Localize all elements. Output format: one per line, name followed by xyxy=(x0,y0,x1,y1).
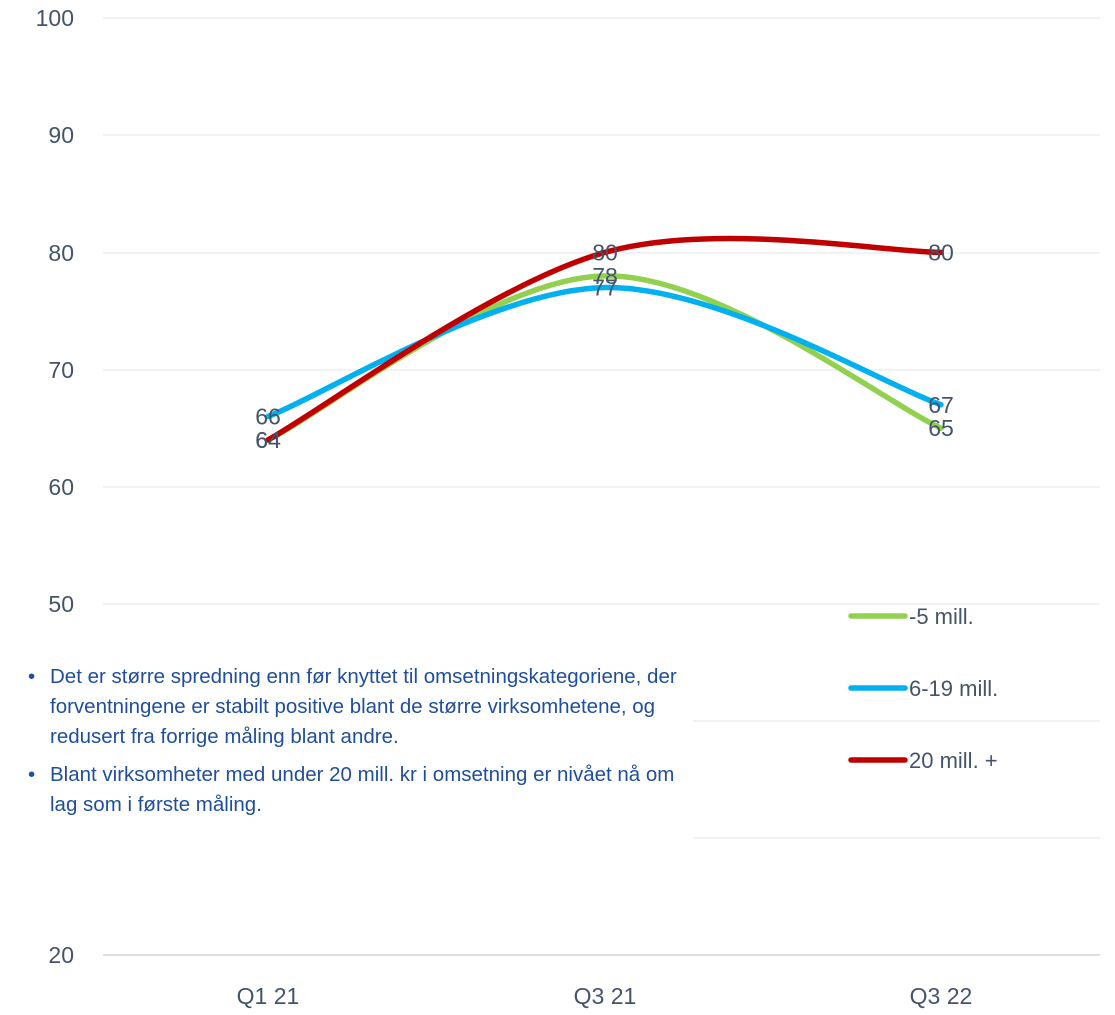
data-label: 67 xyxy=(928,392,954,418)
x-tick-label: Q1 21 xyxy=(237,983,300,1009)
y-axis-tick-labels: 100 90 80 70 60 50 20 xyxy=(36,5,74,968)
note-text: Det er større spredning enn før knyttet … xyxy=(50,665,677,748)
y-tick-50: 50 xyxy=(48,591,74,617)
y-tick-70: 70 xyxy=(48,357,74,383)
data-label: 65 xyxy=(928,415,954,441)
y-tick-60: 60 xyxy=(48,474,74,500)
series-line xyxy=(265,235,944,443)
data-label: 78 xyxy=(592,263,618,289)
note-item: • Det er større spredning enn før knyttet… xyxy=(28,662,678,752)
data-label: 66 xyxy=(255,403,281,429)
data-label: 80 xyxy=(928,239,954,265)
series-line xyxy=(265,284,944,420)
note-text: Blant virksomheter med under 20 mill. kr… xyxy=(50,763,675,816)
bullet-icon: • xyxy=(28,763,36,786)
y-tick-90: 90 xyxy=(48,122,74,148)
note-item: • Blant virksomheter med under 20 mill. k… xyxy=(28,760,678,820)
series-lines xyxy=(265,235,944,443)
legend-label: 6-19 mill. xyxy=(909,676,998,701)
data-label: 80 xyxy=(592,239,618,265)
legend-label: -5 mill. xyxy=(909,604,974,629)
y-tick-100: 100 xyxy=(36,5,74,31)
y-tick-20: 20 xyxy=(48,942,74,968)
bullet-icon: • xyxy=(28,665,36,688)
data-label: 77 xyxy=(592,275,618,301)
x-axis-tick-labels: Q1 21 Q3 21 Q3 22 xyxy=(237,983,973,1009)
data-label: 64 xyxy=(255,427,281,453)
legend: -5 mill. 6-19 mill. 20 mill. + xyxy=(848,604,998,773)
x-tick-label: Q3 22 xyxy=(910,983,973,1009)
data-label: 64 xyxy=(255,427,281,453)
notes-list: • Det er større spredning enn før knyttet… xyxy=(28,662,678,828)
x-tick-label: Q3 21 xyxy=(574,983,637,1009)
gridlines xyxy=(103,17,1100,956)
legend-label: 20 mill. + xyxy=(909,748,998,773)
y-tick-80: 80 xyxy=(48,240,74,266)
